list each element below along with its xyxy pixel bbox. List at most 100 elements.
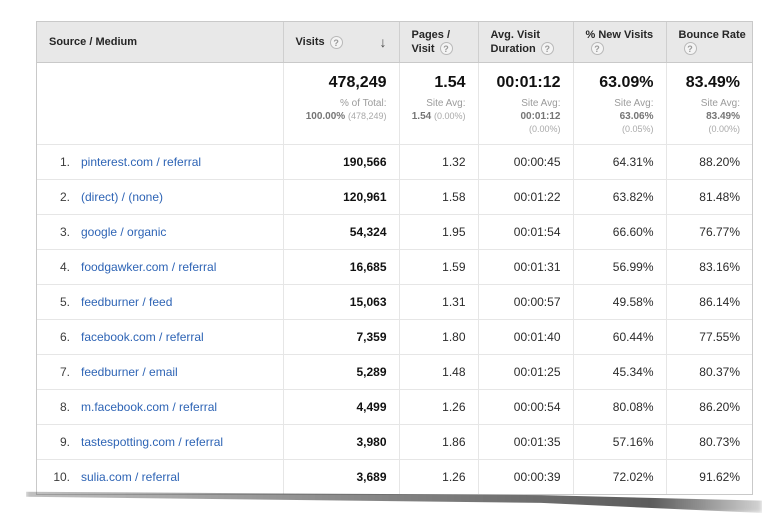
summary-total: 83.49% <box>685 73 740 91</box>
pages-per-visit-cell: 1.86 <box>398 423 478 459</box>
column-label: Pages / Visit <box>411 28 451 55</box>
source-medium-link[interactable]: foodgawker.com / referral <box>81 259 217 274</box>
avg-visit-duration-cell: 00:00:54 <box>477 388 573 424</box>
pct-new-visits-cell: 72.02% <box>572 458 666 494</box>
column-header-pages-per-visit[interactable]: Pages / Visit? <box>398 22 478 63</box>
row-rank: 1. <box>59 154 70 169</box>
analytics-table-frame: Source / Medium Visits ? ↓ Pages / Visit… <box>36 21 753 495</box>
visits-cell: 15,063 <box>282 283 399 319</box>
column-header-avg-visit-duration[interactable]: Avg. Visit Duration? <box>477 22 573 63</box>
column-header-bounce-rate[interactable]: Bounce Rate? <box>665 22 752 63</box>
source-medium-link[interactable]: feedburner / email <box>81 364 178 379</box>
table-row: 5. feedburner / feed 15,063 1.31 00:00:57… <box>37 283 752 319</box>
bounce-rate-cell: 91.62% <box>665 458 752 494</box>
source-medium-cell: 2. (direct) / (none) <box>37 178 283 214</box>
row-rank: 6. <box>59 329 70 344</box>
table-row: 7. feedburner / email 5,289 1.48 00:01:25… <box>37 353 752 389</box>
visits-cell: 120,961 <box>282 178 399 214</box>
column-label: Source / Medium <box>49 35 138 48</box>
visits-cell: 190,566 <box>282 143 399 179</box>
bounce-rate-cell: 88.20% <box>665 143 752 179</box>
help-icon[interactable]: ? <box>439 41 453 55</box>
summary-new-visits-cell: 63.09% Site Avg: 63.06% (0.05%) <box>572 62 666 144</box>
source-medium-cell: 5. feedburner / feed <box>37 283 283 319</box>
table-row: 10. sulia.com / referral 3,689 1.26 00:00… <box>37 458 752 494</box>
column-label: Visits <box>295 35 325 48</box>
column-label: % New Visits <box>585 28 654 41</box>
help-icon[interactable]: ? <box>590 41 604 55</box>
avg-visit-duration-cell: 00:01:25 <box>477 353 573 389</box>
source-medium-cell: 10. sulia.com / referral <box>37 458 283 494</box>
pct-new-visits-cell: 57.16% <box>572 423 666 459</box>
sort-descending-icon[interactable]: ↓ <box>379 33 387 50</box>
bounce-rate-cell: 86.14% <box>665 283 752 319</box>
row-rank: 8. <box>59 399 70 414</box>
source-medium-link[interactable]: (direct) / (none) <box>81 189 164 204</box>
table-row: 3. google / organic 54,324 1.95 00:01:54 … <box>37 213 752 249</box>
bounce-rate-cell: 80.73% <box>665 423 752 459</box>
table-row: 9. tastespotting.com / referral 3,980 1.8… <box>37 423 752 459</box>
help-icon[interactable]: ? <box>540 41 554 55</box>
source-medium-link[interactable]: google / organic <box>81 224 167 239</box>
pages-per-visit-cell: 1.32 <box>398 143 478 179</box>
row-rank: 5. <box>59 294 70 309</box>
row-rank: 3. <box>59 224 70 239</box>
pages-per-visit-cell: 1.58 <box>398 178 478 214</box>
source-medium-cell: 9. tastespotting.com / referral <box>37 423 283 459</box>
pages-per-visit-cell: 1.59 <box>398 248 478 284</box>
pages-per-visit-cell: 1.95 <box>398 213 478 249</box>
summary-empty-cell <box>37 62 283 144</box>
bounce-rate-cell: 86.20% <box>665 388 752 424</box>
avg-visit-duration-cell: 00:01:54 <box>477 213 573 249</box>
source-medium-link[interactable]: pinterest.com / referral <box>81 154 202 169</box>
table-row: 6. facebook.com / referral 7,359 1.80 00:… <box>37 318 752 354</box>
summary-subtext: Site Avg: 00:01:12 (0.00%) <box>520 97 561 134</box>
pct-new-visits-cell: 66.60% <box>572 213 666 249</box>
visits-cell: 16,685 <box>282 248 399 284</box>
source-medium-link[interactable]: m.facebook.com / referral <box>81 399 218 414</box>
source-medium-link[interactable]: tastespotting.com / referral <box>81 434 224 449</box>
column-header-source-medium[interactable]: Source / Medium <box>37 22 283 63</box>
help-icon[interactable]: ? <box>329 35 343 49</box>
summary-subtext: Site Avg: 1.54 (0.00%) <box>411 97 466 122</box>
table-row: 2. (direct) / (none) 120,961 1.58 00:01:2… <box>37 178 752 214</box>
bounce-rate-cell: 81.48% <box>665 178 752 214</box>
bounce-rate-cell: 76.77% <box>665 213 752 249</box>
source-medium-cell: 3. google / organic <box>37 213 283 249</box>
header-row: Source / Medium Visits ? ↓ Pages / Visit… <box>37 22 752 63</box>
table-row: 1. pinterest.com / referral 190,566 1.32 … <box>37 143 752 179</box>
summary-bounce-cell: 83.49% Site Avg: 83.49% (0.00%) <box>665 62 752 144</box>
summary-row: 478,249 % of Total: 100.00% (478,249) 1.… <box>37 62 752 144</box>
bounce-rate-cell: 83.16% <box>665 248 752 284</box>
source-medium-cell: 8. m.facebook.com / referral <box>37 388 283 424</box>
visits-cell: 5,289 <box>282 353 399 389</box>
summary-duration-cell: 00:01:12 Site Avg: 00:01:12 (0.00%) <box>477 62 573 144</box>
summary-total: 1.54 <box>434 73 466 91</box>
column-label: Bounce Rate <box>678 28 746 41</box>
source-medium-report-table: Source / Medium Visits ? ↓ Pages / Visit… <box>37 22 752 494</box>
source-medium-cell: 7. feedburner / email <box>37 353 283 389</box>
bounce-rate-cell: 80.37% <box>665 353 752 389</box>
table-row: 8. m.facebook.com / referral 4,499 1.26 0… <box>37 388 752 424</box>
avg-visit-duration-cell: 00:01:31 <box>477 248 573 284</box>
avg-visit-duration-cell: 00:00:39 <box>477 458 573 494</box>
table-row: 4. foodgawker.com / referral 16,685 1.59 … <box>37 248 752 284</box>
row-rank: 2. <box>59 189 70 204</box>
pct-new-visits-cell: 64.31% <box>572 143 666 179</box>
pct-new-visits-cell: 63.82% <box>572 178 666 214</box>
visits-cell: 3,689 <box>282 458 399 494</box>
row-rank: 9. <box>59 434 70 449</box>
help-icon[interactable]: ? <box>683 41 697 55</box>
pages-per-visit-cell: 1.48 <box>398 353 478 389</box>
column-header-pct-new-visits[interactable]: % New Visits? <box>572 22 666 63</box>
row-rank: 10. <box>53 469 70 484</box>
avg-visit-duration-cell: 00:01:22 <box>477 178 573 214</box>
source-medium-link[interactable]: facebook.com / referral <box>81 329 204 344</box>
pages-per-visit-cell: 1.26 <box>398 388 478 424</box>
source-medium-link[interactable]: feedburner / feed <box>81 294 173 309</box>
column-label: Avg. Visit Duration <box>490 28 541 55</box>
avg-visit-duration-cell: 00:01:40 <box>477 318 573 354</box>
source-medium-link[interactable]: sulia.com / referral <box>81 469 180 484</box>
column-header-visits[interactable]: Visits ? ↓ <box>282 22 399 63</box>
visits-cell: 54,324 <box>282 213 399 249</box>
